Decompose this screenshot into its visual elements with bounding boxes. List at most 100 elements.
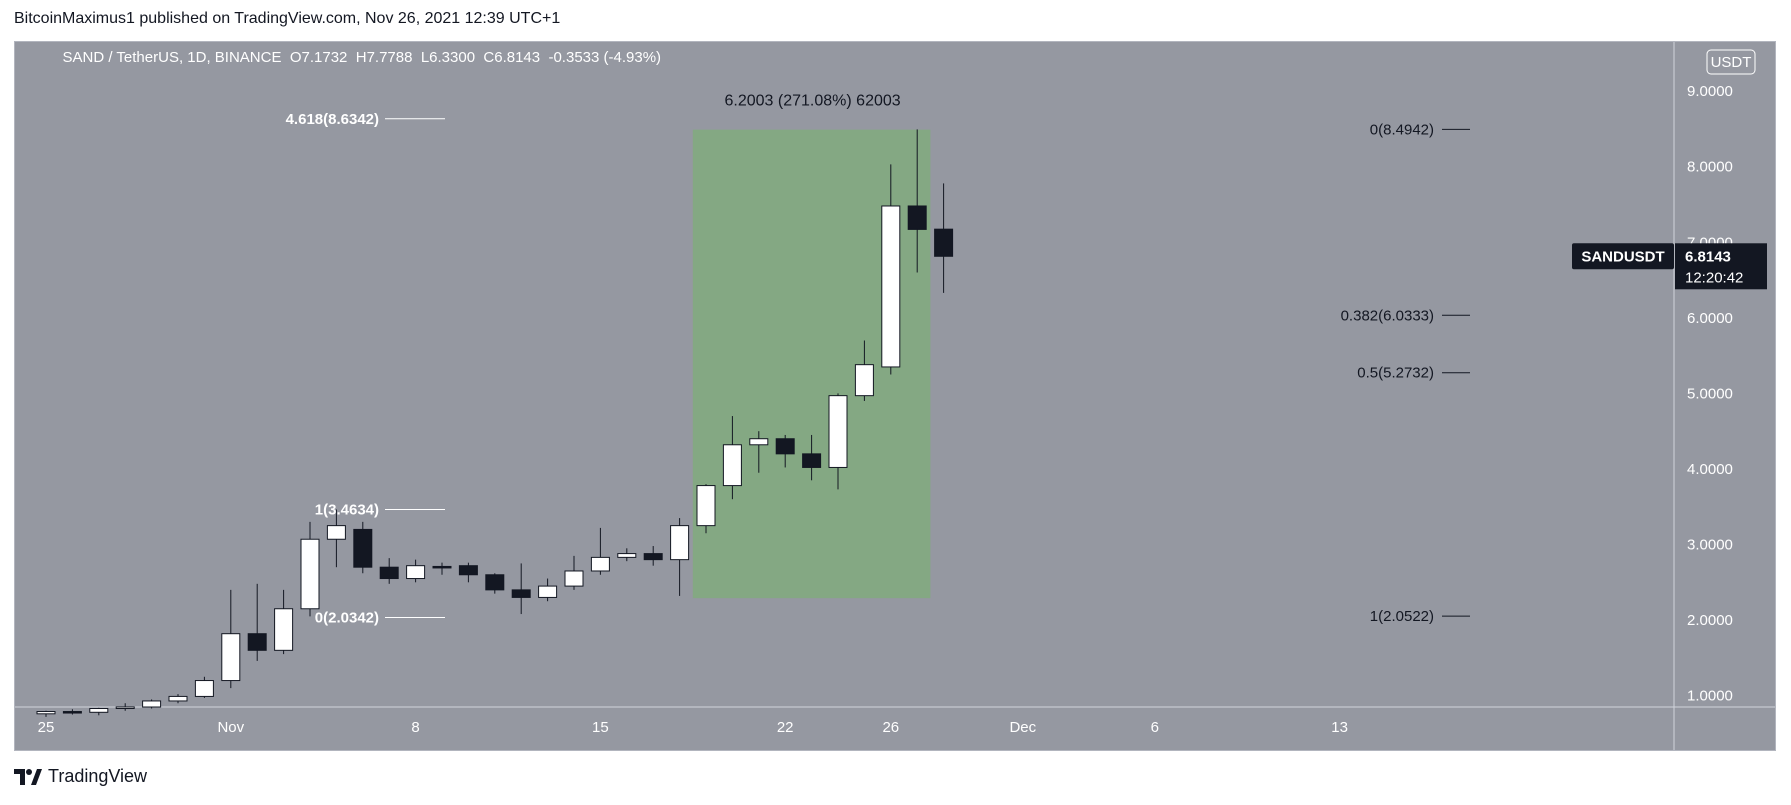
low-value: 6.3300 — [429, 49, 475, 66]
publish-info: BitcoinMaximus1 published on TradingView… — [14, 10, 561, 27]
candle — [432, 562, 452, 575]
time-tick-label: 15 — [592, 719, 609, 736]
candle-body — [485, 574, 505, 591]
candle-body — [749, 438, 769, 446]
candle — [643, 546, 663, 566]
symbol-price-box — [1572, 243, 1674, 270]
candle — [36, 710, 56, 717]
candle — [221, 589, 241, 689]
candle — [485, 573, 505, 594]
price-tick-label: 1.0000 — [1687, 688, 1733, 705]
price-tick-label: 3.0000 — [1687, 537, 1733, 554]
fib-right-group: 0(8.4942) 0.382(6.0333) 0.5(5.2732) 1(2.052… — [1341, 121, 1470, 625]
time-tick-label: Nov — [217, 719, 244, 736]
candle — [854, 340, 874, 401]
candle-body — [802, 453, 822, 468]
candle — [142, 699, 162, 709]
time-tick-label: 13 — [1331, 719, 1348, 736]
candle — [775, 434, 795, 468]
current-price-label: SANDUSDT 6.8143 12:20:42 — [1572, 243, 1767, 290]
fib-level-label: 0(8.4942) — [1370, 121, 1434, 138]
candle — [881, 164, 901, 375]
fib-level-label: 0.5(5.2732) — [1357, 365, 1434, 382]
candle — [247, 583, 267, 661]
candle — [749, 431, 769, 473]
candle-body — [326, 525, 346, 540]
candle-body — [643, 553, 663, 561]
price-tag-box — [1675, 243, 1767, 290]
candle-body — [670, 525, 690, 561]
candle-body — [617, 553, 637, 558]
candle — [722, 416, 742, 500]
candle-body — [881, 205, 901, 368]
open-label: O — [290, 49, 302, 66]
candle-body — [221, 633, 241, 682]
svg-text:SAND / TetherUS, 1D, BINANCE: SAND / TetherUS, 1D, BINANCE O7.1732 H7.… — [25, 49, 690, 66]
candle-body — [511, 589, 531, 598]
symbol-price-tag: SANDUSDT — [1581, 248, 1664, 265]
candle — [564, 555, 584, 590]
candle-body — [722, 444, 742, 487]
fib-level-label: 4.618(8.6342) — [286, 111, 379, 128]
candle — [274, 589, 294, 655]
candle — [802, 434, 822, 481]
currency-badge[interactable]: USDT — [1706, 49, 1756, 75]
candle-body — [247, 633, 267, 651]
candle — [670, 518, 690, 596]
candle — [353, 521, 373, 574]
candlestick-chart[interactable]: 6.2003 (271.08%) 62003 4.618(8.6342) 1(3.… — [15, 42, 1775, 750]
candle-body — [36, 711, 56, 715]
price-tick-label: 2.0000 — [1687, 612, 1733, 629]
candle — [115, 703, 135, 711]
candle — [696, 484, 716, 534]
fib-level-label: 0.382(6.0333) — [1341, 307, 1434, 324]
price-tick-label: 5.0000 — [1687, 385, 1733, 402]
candle — [326, 509, 346, 568]
candle-body — [854, 364, 874, 397]
candle-body — [564, 570, 584, 587]
candle — [168, 694, 188, 704]
candle-body — [274, 608, 294, 651]
close-value: 6.8143 — [494, 49, 540, 66]
candle — [511, 563, 531, 615]
change-value: -0.3533 (-4.93%) — [548, 49, 661, 66]
symbol-name: SAND / TetherUS, 1D, BINANCE — [63, 49, 282, 66]
high-value: 7.7788 — [367, 49, 413, 66]
candle-body — [775, 438, 795, 455]
tradingview-logo-icon — [14, 768, 42, 785]
fib-level-label: 1(3.4634) — [315, 502, 379, 519]
candle — [617, 548, 637, 562]
price-tick-label: 6.0000 — [1687, 310, 1733, 327]
chart-frame[interactable]: 6.2003 (271.08%) 62003 4.618(8.6342) 1(3.… — [14, 41, 1776, 751]
candle-body — [379, 566, 399, 580]
fib-level-label: 1(2.0522) — [1370, 608, 1434, 625]
candle-body — [432, 565, 452, 569]
candle — [828, 393, 848, 490]
candle — [538, 578, 558, 602]
candle-body — [696, 485, 716, 527]
candle — [300, 521, 320, 617]
time-tick-label: Dec — [1009, 719, 1036, 736]
tradingview-logo[interactable]: TradingView — [14, 766, 147, 787]
current-price-value: 6.8143 — [1685, 248, 1731, 265]
time-axis-ticks: 25 Nov 8 15 22 26 Dec 6 13 — [38, 719, 1348, 736]
candle — [379, 558, 399, 584]
candle-body — [907, 205, 927, 230]
fib-level-label: 0(2.0342) — [315, 610, 379, 627]
time-tick-label: 6 — [1151, 719, 1159, 736]
currency-badge-label: USDT — [1711, 54, 1752, 71]
fib-left-group: 4.618(8.6342) 1(3.4634) 0(2.0342) — [286, 111, 445, 627]
symbol-legend[interactable]: SAND / TetherUS, 1D, BINANCE O7.1732 H7.… — [25, 49, 690, 66]
candle-body — [300, 538, 320, 610]
price-tick-label: 4.0000 — [1687, 461, 1733, 478]
candle — [934, 183, 954, 293]
close-label: C — [483, 49, 494, 66]
price-tick-label: 9.0000 — [1687, 83, 1733, 100]
candle-body — [89, 708, 109, 713]
bar-countdown: 12:20:42 — [1685, 269, 1743, 286]
candle — [907, 129, 927, 273]
candle-body — [168, 695, 188, 702]
candle — [590, 527, 610, 575]
tradingview-brand: TradingView — [48, 766, 148, 786]
candle — [89, 707, 109, 716]
